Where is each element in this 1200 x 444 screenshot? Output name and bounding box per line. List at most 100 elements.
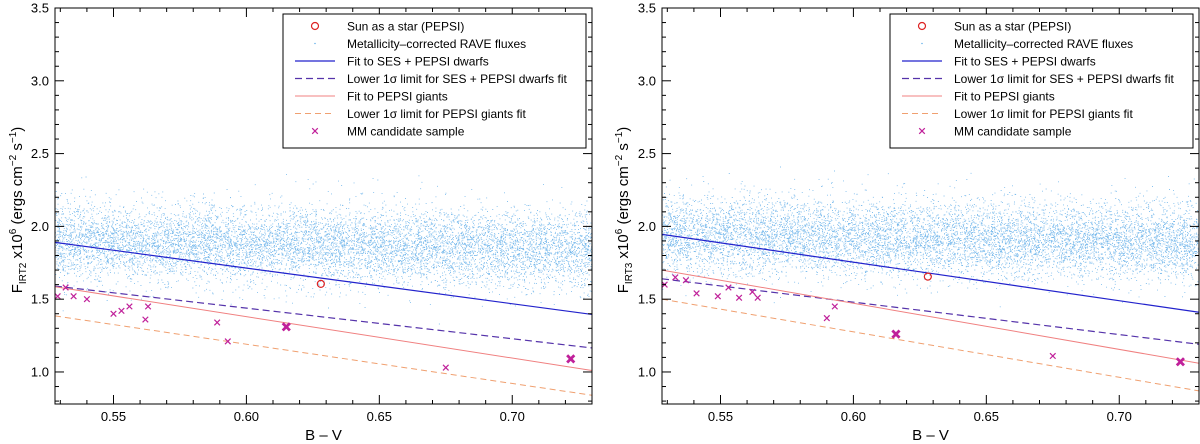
x-tick-label: 0.60 <box>234 409 259 424</box>
legend-entry-giants-fit: Fit to PEPSI giants <box>295 90 448 104</box>
y-axis-label: FIRT2 x106 (ergs cm−2 s−1) <box>8 127 29 294</box>
mm-candidate-marker <box>1049 352 1057 360</box>
mm-candidate-marker <box>682 277 690 284</box>
legend-entry-giants-fit: Fit to PEPSI giants <box>902 90 1055 104</box>
mm-candidate-marker <box>672 274 679 281</box>
mm-candidate-marker <box>144 303 152 310</box>
x-tick-label: 0.55 <box>708 409 733 424</box>
legend-label: Metallicity–corrected RAVE fluxes <box>347 37 526 51</box>
rave-flux-cloud <box>55 173 592 325</box>
mm-candidate-marker-bold <box>1175 357 1185 367</box>
legend-entry-sun: Sun as a star (PEPSI) <box>310 20 464 34</box>
mm-candidate-marker <box>213 319 221 326</box>
plot-frame <box>661 7 1200 405</box>
line-giants-fit <box>55 286 592 372</box>
mm-candidate-marker <box>823 314 831 322</box>
legend-label: Fit to SES + PEPSI dwarfs <box>954 55 1096 69</box>
line-giants-lower <box>55 315 592 396</box>
mm-candidate-marker <box>110 310 117 317</box>
legend-entry-mm: MM candidate sample <box>918 125 1072 139</box>
legend-rave-symbol <box>921 42 923 45</box>
legend-mm-symbol <box>918 127 926 135</box>
legend-label: Lower 1σ limit for SES + PEPSI dwarfs fi… <box>347 72 567 86</box>
mm-candidate-marker <box>83 295 91 303</box>
y-tick-label: 3.5 <box>638 1 656 16</box>
x-axis: 0.55 0.60 0.65 0.70 B – V <box>666 8 1200 444</box>
legend-label: Sun as a star (PEPSI) <box>347 20 464 34</box>
y-axis: 1.0 1.5 2.0 2.5 3.0 3.5 FIRT2 x106 (ergs cm−2 … <box>8 1 592 402</box>
x-tick-label: 0.55 <box>101 409 126 424</box>
y-axis: 1.0 1.5 2.0 2.5 3.0 3.5 FIRT3 x106 (ergs cm−2 … <box>614 1 1199 402</box>
legend-mm-symbol <box>311 127 319 135</box>
mm-candidate-marker <box>831 303 839 310</box>
legend: Sun as a star (PEPSI) Metallicity–correct… <box>282 13 587 149</box>
x-tick-label: 0.65 <box>367 409 392 424</box>
mm-candidate-marker <box>735 294 743 301</box>
mm-candidate-marker <box>70 293 77 300</box>
legend-label: Fit to PEPSI giants <box>954 90 1055 104</box>
legend-rave-symbol <box>314 42 316 45</box>
y-tick-label: 3.0 <box>31 73 49 88</box>
legend-entry-rave: Metallicity–corrected RAVE fluxes <box>314 37 526 51</box>
mm-candidate-marker-bold <box>891 329 901 339</box>
x-axis-label: B – V <box>305 427 342 444</box>
line-dwarfs-fit <box>662 233 1199 313</box>
y-tick-label: 3.0 <box>638 73 656 88</box>
legend-entry-dwarfs-lower: Lower 1σ limit for SES + PEPSI dwarfs fi… <box>295 72 567 86</box>
legend-label: Lower 1σ limit for SES + PEPSI dwarfs fi… <box>954 72 1174 86</box>
legend-box <box>282 13 587 149</box>
mm-candidate-marker <box>224 338 232 345</box>
sun-marker <box>923 272 932 281</box>
line-dwarfs-lower <box>55 285 592 349</box>
line-giants-fit <box>662 269 1199 364</box>
mm-candidate-marker <box>749 288 756 296</box>
legend-label: MM candidate sample <box>954 125 1072 139</box>
mm-candidate-marker <box>62 284 69 291</box>
legend-label: Lower 1σ limit for PEPSI giants fit <box>347 107 526 121</box>
line-dwarfs-lower <box>662 278 1199 345</box>
plot-frame <box>54 7 593 405</box>
legend-entry-sun: Sun as a star (PEPSI) <box>917 20 1071 34</box>
x-axis: 0.55 0.60 0.65 0.70 B – V <box>59 8 593 444</box>
mm-candidate-marker <box>754 294 761 301</box>
legend-entry-mm: MM candidate sample <box>311 125 465 139</box>
legend-entry-dwarfs-lower: Lower 1σ limit for SES + PEPSI dwarfs fi… <box>902 72 1174 86</box>
y-axis-label: FIRT3 x106 (ergs cm−2 s−1) <box>614 127 635 294</box>
mm-candidate-marker-bold <box>281 322 291 332</box>
legend: Sun as a star (PEPSI) Metallicity–correct… <box>889 13 1194 149</box>
plot-area <box>662 166 1199 392</box>
line-dwarfs-fit <box>55 241 592 316</box>
x-tick-label: 0.70 <box>1107 409 1132 424</box>
mm-candidate-marker-bold <box>566 354 576 364</box>
legend-entry-dwarfs-fit: Fit to SES + PEPSI dwarfs <box>295 55 489 69</box>
y-tick-label: 1.0 <box>638 364 656 379</box>
mm-candidate-marker <box>142 316 149 323</box>
y-tick-label: 1.0 <box>31 364 49 379</box>
plot-area <box>55 173 592 396</box>
y-tick-label: 2.5 <box>31 146 49 161</box>
legend-label: Metallicity–corrected RAVE fluxes <box>954 37 1133 51</box>
y-tick-label: 3.5 <box>31 1 49 16</box>
legend-label: Fit to PEPSI giants <box>347 90 448 104</box>
y-tick-label: 2.0 <box>638 219 656 234</box>
legend-entry-giants-lower: Lower 1σ limit for PEPSI giants fit <box>295 107 526 121</box>
legend-entry-dwarfs-fit: Fit to SES + PEPSI dwarfs <box>902 55 1096 69</box>
legend-sun-symbol <box>310 21 320 31</box>
rave-flux-cloud <box>662 166 1199 308</box>
y-tick-label: 2.0 <box>31 219 49 234</box>
chart-panel-left: 0.55 0.60 0.65 0.70 B – V 1.0 1.5 2.0 2.5 3.0 3.5 F… <box>8 1 593 444</box>
x-tick-label: 0.70 <box>500 409 525 424</box>
rave-points <box>662 166 1199 308</box>
legend-sun-symbol <box>917 21 927 31</box>
y-tick-label: 2.5 <box>638 146 656 161</box>
x-axis-label: B – V <box>912 427 949 444</box>
x-tick-label: 0.65 <box>974 409 999 424</box>
chart-panel-right: 0.55 0.60 0.65 0.70 B – V 1.0 1.5 2.0 2.5 3.0 3.5 F… <box>614 1 1200 444</box>
x-tick-label: 0.60 <box>841 409 866 424</box>
mm-candidate-marker <box>714 293 722 300</box>
mm-candidate-marker <box>126 303 133 310</box>
mm-candidate-marker <box>693 290 700 297</box>
y-tick-label: 1.5 <box>31 292 49 307</box>
legend-label: Fit to SES + PEPSI dwarfs <box>347 55 489 69</box>
